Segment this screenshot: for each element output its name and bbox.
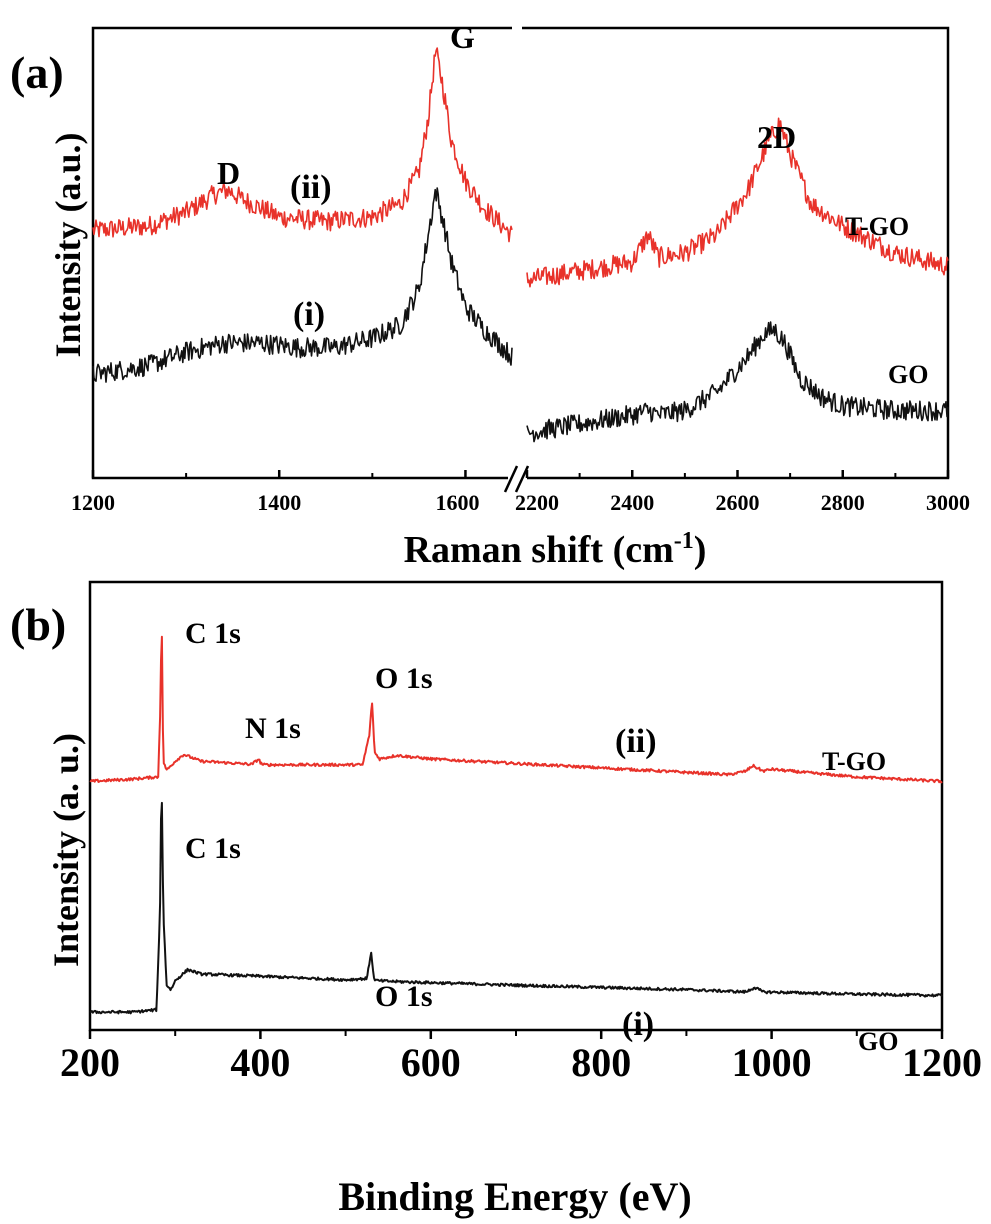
panel-b-tick-label-600: 600: [401, 1040, 461, 1085]
annotation-go-tag: (i): [293, 296, 325, 333]
panel-b-tick-label-200: 200: [60, 1040, 120, 1085]
panel-a-xlabel-sup: -1: [674, 528, 694, 554]
panel-a: (a) 1200 1400 1600 2200 2400 2600 2800 3000 Int…: [10, 19, 970, 571]
panel-a-series-go-right: [526, 321, 949, 443]
panel-b-xlabel: Binding Energy (eV): [338, 1174, 691, 1219]
panel-a-xlabel: Raman shift (cm-1): [404, 528, 707, 571]
panel-a-tick-label-2200: 2200: [515, 490, 559, 515]
panel-b-tick-label-1200: 1200: [902, 1040, 982, 1085]
panel-b-tick-label-800: 800: [571, 1040, 631, 1085]
annotation-g-peak: G: [450, 19, 475, 55]
panel-a-tick-label-1600: 1600: [435, 490, 479, 515]
annotation-tgo-n1s: N 1s: [245, 712, 301, 745]
annotation-tgo-c1s: C 1s: [185, 617, 241, 650]
panel-b-label: (b): [10, 599, 66, 650]
panel-a-tick-labels: 1200 1400 1600 2200 2400 2600 2800 3000: [71, 490, 970, 515]
panel-a-series-t-go-right: [526, 117, 949, 288]
axis-break-mark-2: [514, 465, 530, 493]
annotation-go-o1s: O 1s: [375, 980, 433, 1013]
legend-tgo: T-GO: [845, 212, 909, 241]
panel-a-tick-label-2800: 2800: [821, 490, 865, 515]
panel-a-series-go-left: [92, 187, 513, 383]
panel-a-xlabel-main: Raman shift (cm: [404, 529, 674, 571]
panel-a-tick-label-1400: 1400: [257, 490, 301, 515]
panel-b-series-t-go: [89, 635, 943, 784]
panel-b-series-go: [89, 801, 943, 1015]
panel-a-xlabel-close: ): [694, 529, 707, 571]
panel-a-series-t-go-left: [92, 47, 513, 243]
annotation-2d-peak: 2D: [757, 119, 796, 155]
panel-a-series: [92, 47, 949, 443]
panel-b-tick-label-400: 400: [230, 1040, 290, 1085]
legend-go-b: GO: [858, 1027, 898, 1056]
annotation-go-tag-b: (i): [622, 1006, 654, 1043]
panel-b-tick-labels: 200 400 600 800 1000 1200: [60, 1040, 982, 1085]
legend-go: GO: [888, 360, 928, 389]
panel-a-tick-label-3000: 3000: [926, 490, 970, 515]
panel-b-ticks: [88, 1030, 944, 1039]
panel-b-ylabel: Intensity (a. u.): [46, 733, 86, 967]
panel-a-tick-label-2400: 2400: [610, 490, 654, 515]
annotation-tgo-tag: (ii): [290, 169, 332, 206]
panel-b: (b) 200 400 600 800 1000 1200 Intensity (a. u…: [10, 580, 982, 1219]
annotation-d-peak: D: [217, 155, 240, 191]
annotation-go-c1s: C 1s: [185, 832, 241, 865]
legend-tgo-b: T-GO: [822, 747, 886, 776]
annotation-tgo-tag-b: (ii): [615, 723, 657, 760]
panel-b-series: [89, 635, 943, 1015]
panel-a-ticks: [91, 470, 950, 478]
panel-a-label: (a): [10, 47, 64, 98]
panel-a-frame-left: [91, 26, 512, 480]
panel-a-tick-label-2600: 2600: [716, 490, 760, 515]
panel-a-tick-label-1200: 1200: [71, 490, 115, 515]
panel-a-ylabel: Intensity (a.u.): [48, 132, 88, 357]
axis-break-mark-1: [503, 465, 519, 493]
annotation-tgo-o1s: O 1s: [375, 662, 433, 695]
panel-b-tick-label-1000: 1000: [732, 1040, 812, 1085]
